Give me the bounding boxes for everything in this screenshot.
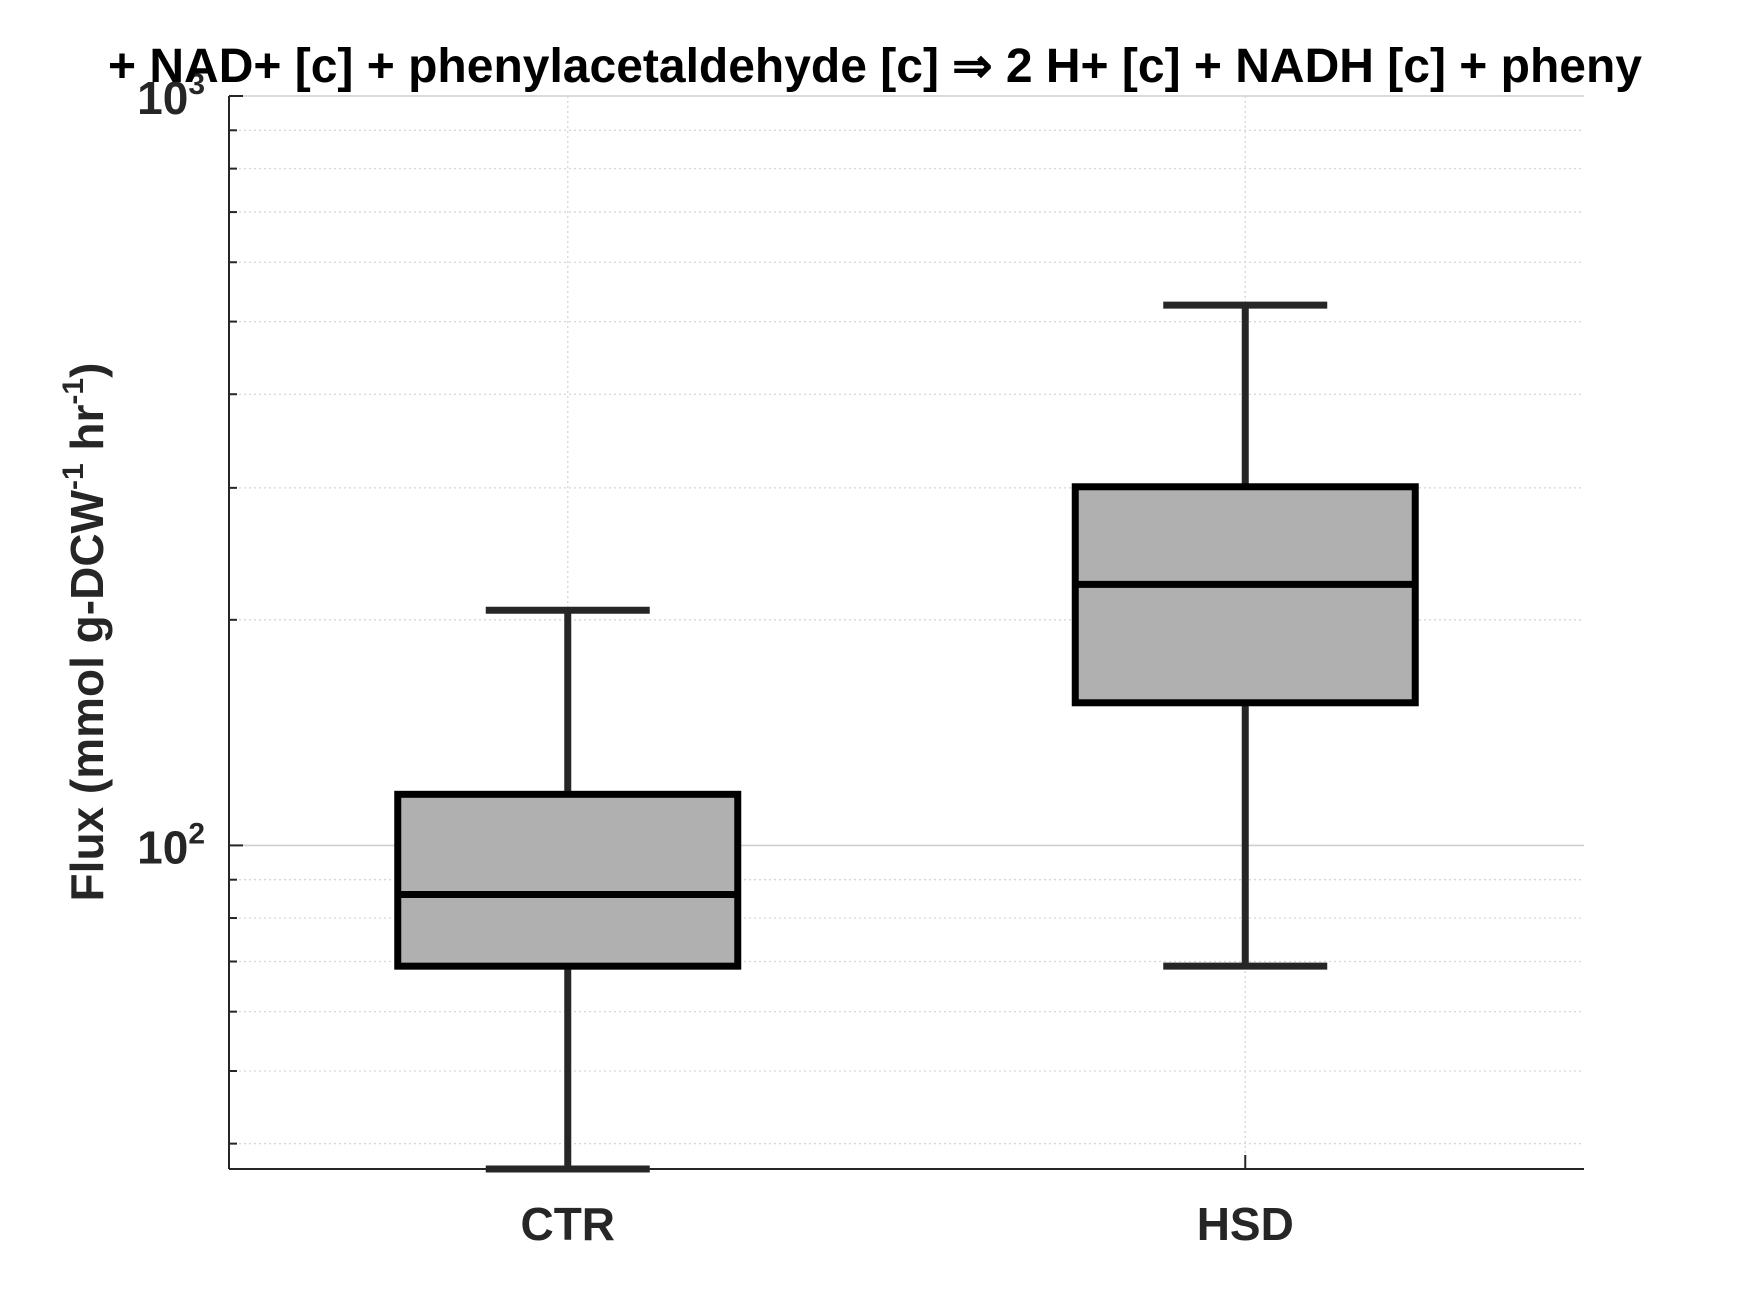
box-iqr <box>1071 483 1419 707</box>
y-tick-exponent: 3 <box>188 68 205 101</box>
ylabel-sup-1: -1 <box>57 463 90 490</box>
y-tick-exponent: 2 <box>188 817 205 850</box>
box-plots <box>394 301 1419 1173</box>
y-axis-label: Flux (mmol g-DCW-1 hr-1) <box>57 363 113 902</box>
x-tick-label-ctr: CTR <box>520 1198 615 1250</box>
y-tick-base: 10 <box>137 72 188 124</box>
ylabel-sup-2: -1 <box>57 378 90 405</box>
svg-text:Flux (mmol g-DCW-1 hr-1): Flux (mmol g-DCW-1 hr-1) <box>57 363 113 902</box>
box-ctr <box>394 606 742 1173</box>
y-tick-label: 102 <box>137 817 205 873</box>
axes <box>228 96 1584 1170</box>
box-hsd <box>1071 301 1419 970</box>
ylabel-part-1: Flux (mmol g-DCW <box>61 489 113 901</box>
ylabel-part-2: hr <box>61 404 113 463</box>
chart-title: + NAD+ [c] + phenylacetaldehyde [c] ⇒ 2 … <box>108 40 1642 93</box>
x-tick-label-hsd: HSD <box>1197 1198 1294 1250</box>
ylabel-part-3: ) <box>61 363 113 378</box>
box-iqr <box>394 790 742 970</box>
y-tick-base: 10 <box>137 821 188 873</box>
y-tick-label: 103 <box>137 68 205 124</box>
